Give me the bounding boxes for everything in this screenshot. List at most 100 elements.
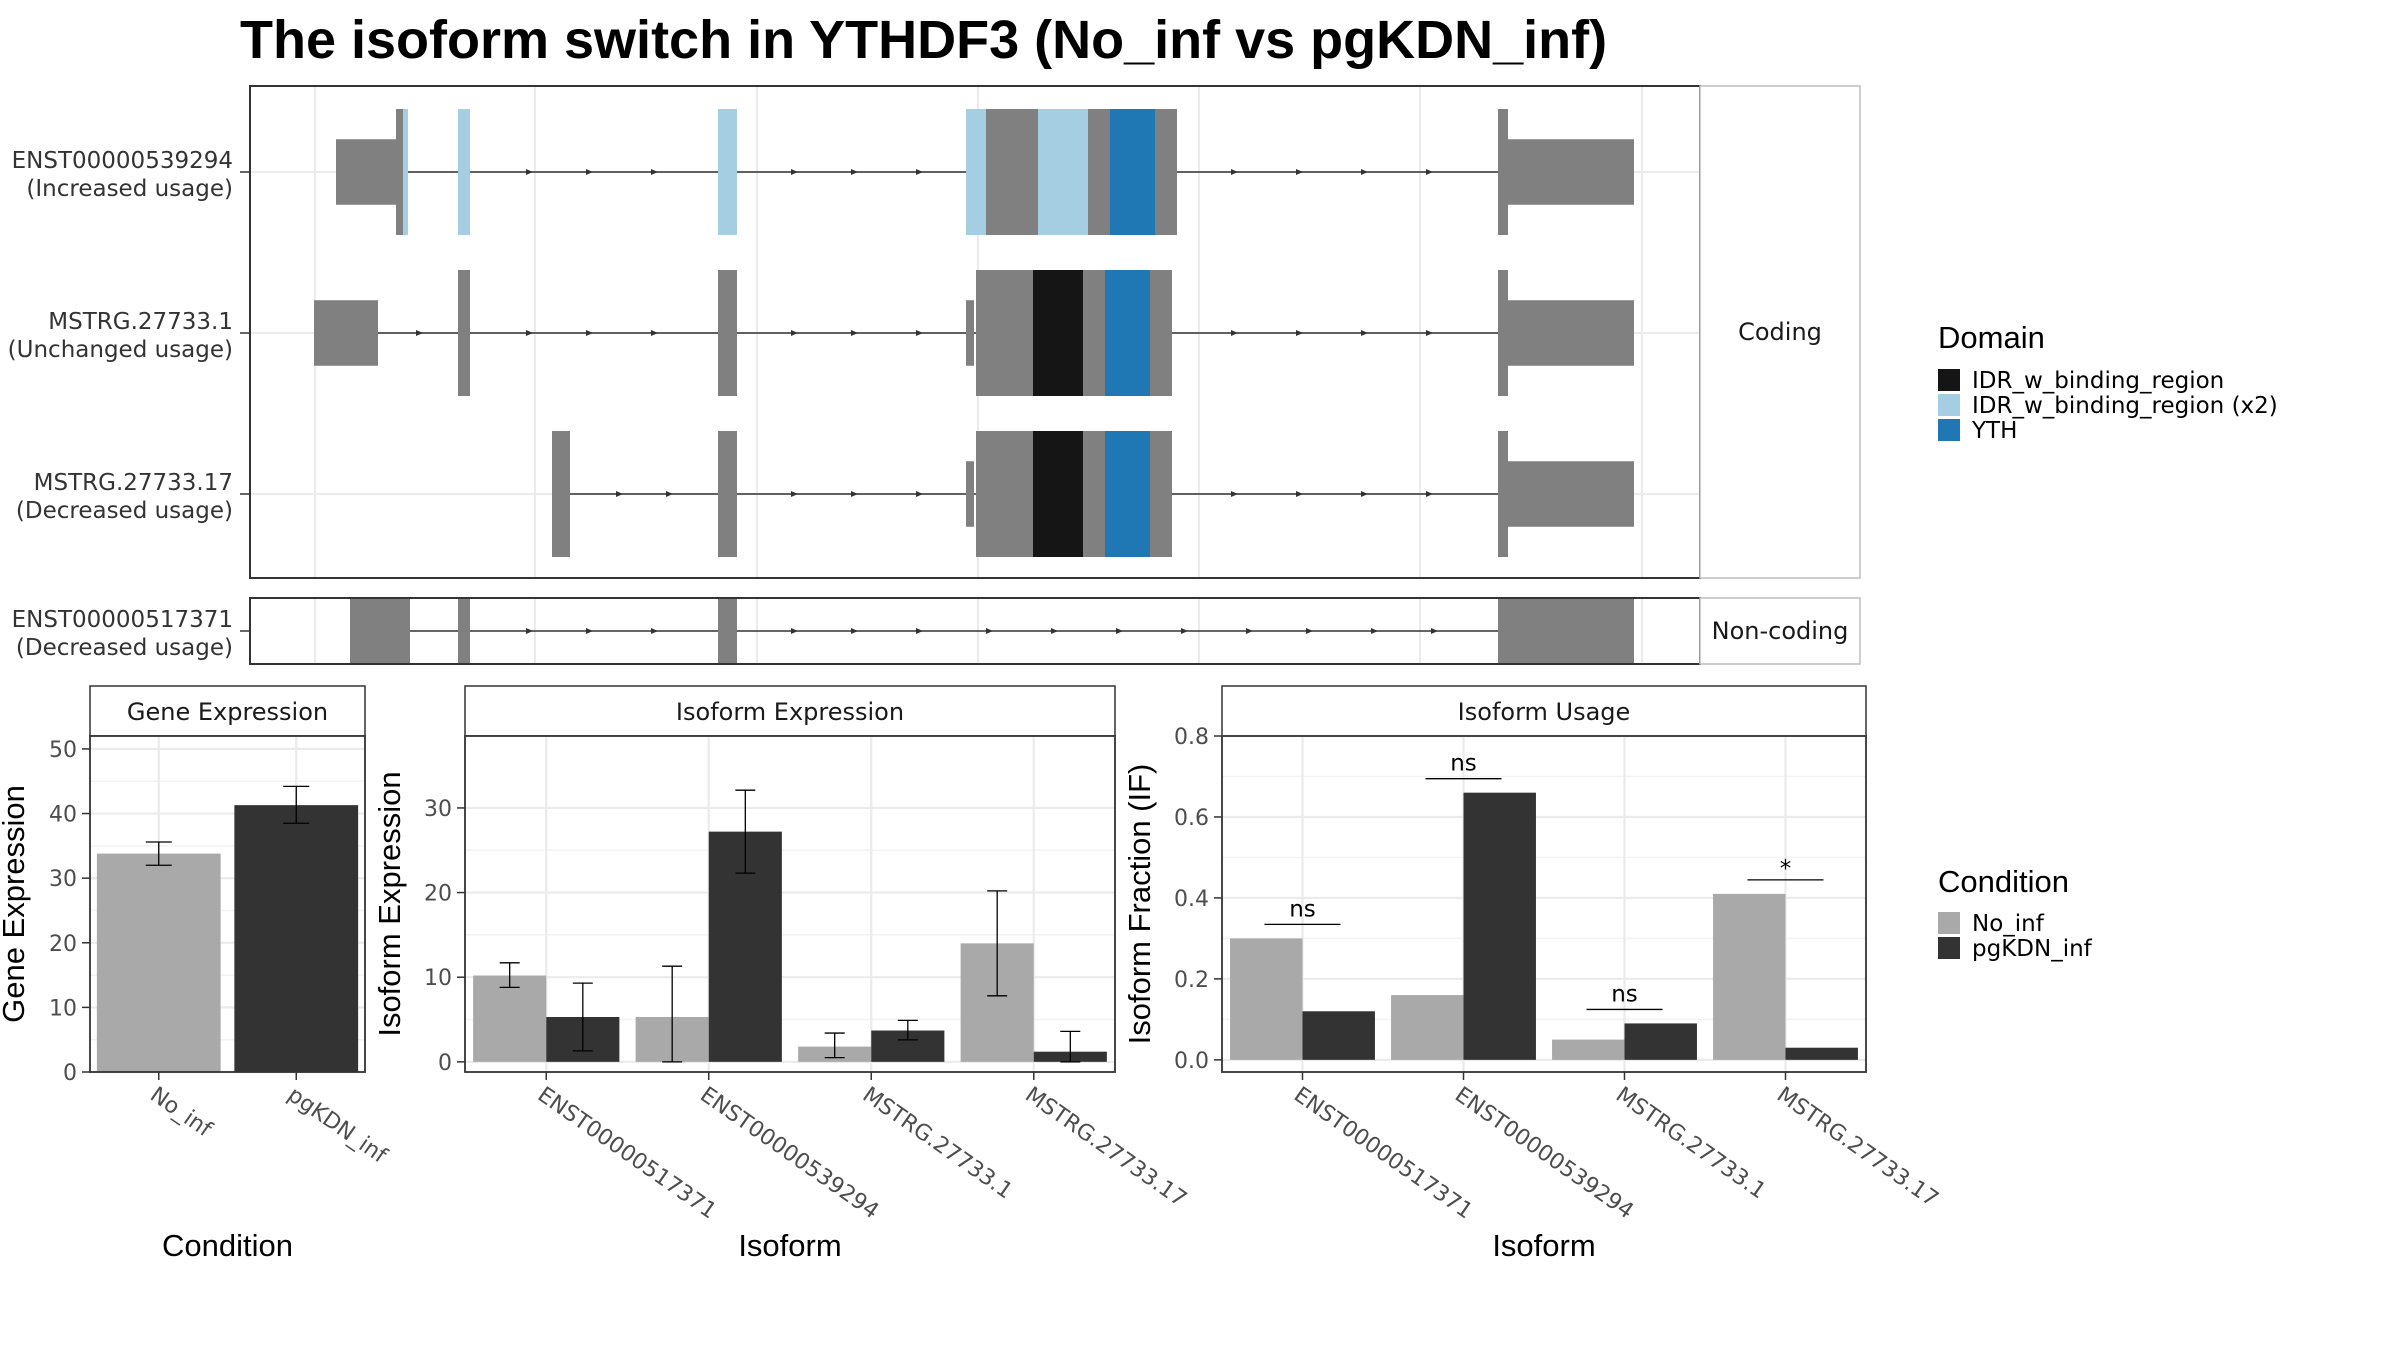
coding-exon [718, 270, 737, 396]
strand-arrow [586, 169, 593, 175]
y-axis-title: Gene Expression [0, 785, 31, 1023]
strand-arrow [1231, 169, 1238, 175]
bar [1391, 995, 1464, 1060]
transcript-model [336, 109, 1634, 235]
domain-legend-label: IDR_w_binding_region [1972, 368, 2224, 394]
bar [473, 975, 547, 1062]
strand-arrow [986, 628, 993, 634]
strand-arrow [1361, 330, 1368, 336]
strand-arrow [1426, 330, 1433, 336]
strand-arrow [1246, 628, 1253, 634]
strand-arrow [651, 330, 658, 336]
y-tick-label: 40 [49, 803, 77, 828]
x-axis-title: Isoform [738, 1228, 841, 1263]
bar [1713, 893, 1786, 1060]
condition-legend-key [1938, 937, 1960, 959]
strand-arrow [791, 491, 798, 497]
coding-strip-label: Coding [1738, 318, 1822, 346]
condition-legend-key [1938, 912, 1960, 934]
panel-title: Isoform Expression [676, 698, 904, 726]
strand-arrow [1306, 628, 1313, 634]
x-tick-label: ENST00000539294 [1450, 1082, 1638, 1224]
condition-legend-title: Condition [1938, 864, 2069, 899]
bar-chart-panels: Gene Expression 0 10 20 30 40 50 No_inf pgKDN_in… [0, 685, 1943, 1263]
strand-arrow [651, 169, 658, 175]
bar-panel: Gene Expression 0 10 20 30 40 50 No_inf pgKDN_in… [0, 685, 392, 1263]
coding-exon [718, 431, 737, 557]
coding-exon [986, 109, 1038, 235]
transcript-id-label: ENST00000517371 [12, 607, 233, 633]
bar [1302, 1011, 1375, 1060]
strand-arrow [1116, 628, 1123, 634]
x-tick-label: MSTRG.27733.1 [858, 1082, 1017, 1204]
y-tick-label: 50 [49, 738, 77, 763]
panel-title: Isoform Usage [1458, 698, 1631, 726]
x-tick-label: ENST00000517371 [1289, 1082, 1477, 1224]
strand-arrow [651, 628, 658, 634]
coding-exon [403, 109, 408, 235]
panel-title-strip [464, 685, 1116, 737]
strand-arrow [1181, 628, 1188, 634]
noncoding-strip [1699, 597, 1861, 665]
x-axis-title: Condition [162, 1228, 293, 1263]
significance-label: ns [1450, 751, 1477, 777]
strand-arrow [1296, 330, 1303, 336]
legends: Domain IDR_w_binding_regionIDR_w_binding_… [1938, 320, 2278, 962]
plot-border [464, 735, 1116, 1073]
condition-legend-label: No_inf [1972, 911, 2045, 937]
y-axis-title: Isoform Fraction (IF) [1122, 764, 1157, 1045]
figure-title: The isoform switch in YTHDF3 (No_inf vs … [240, 10, 1607, 70]
coding-exon [1038, 109, 1088, 235]
strand-arrow [916, 628, 923, 634]
strand-arrow [1426, 491, 1433, 497]
strand-arrow [916, 169, 923, 175]
y-tick-label: 30 [424, 797, 452, 822]
y-tick-label: 0.8 [1174, 725, 1209, 750]
coding-exon [1498, 270, 1508, 396]
coding-exon [1088, 109, 1110, 235]
bar [234, 805, 359, 1072]
x-axis-title: Isoform [1492, 1228, 1595, 1263]
x-tick-label: ENST00000517371 [533, 1082, 721, 1224]
coding-exon [552, 431, 570, 557]
bar [1552, 1039, 1625, 1060]
bar [96, 853, 221, 1072]
y-tick-label: 0.6 [1174, 806, 1209, 831]
coding-exon [1498, 109, 1508, 235]
utr-exon [314, 300, 378, 366]
coding-exon [1150, 431, 1172, 557]
coding-exon [350, 599, 410, 663]
strand-arrow [851, 628, 858, 634]
strand-arrow [1231, 330, 1238, 336]
significance-label: ns [1289, 896, 1316, 922]
transcript-id-label: ENST00000539294 [12, 148, 233, 174]
coding-exon [1498, 431, 1508, 557]
coding-exon [1150, 270, 1172, 396]
strand-arrow [791, 628, 798, 634]
plot-border [1221, 735, 1867, 1073]
coding-exon [1105, 431, 1150, 557]
domain-legend-label: YTH [1971, 418, 2017, 444]
transcript-model [350, 599, 1634, 663]
y-tick-label: 30 [49, 867, 77, 892]
strand-arrow [526, 628, 533, 634]
domain-legend-key [1938, 419, 1960, 441]
coding-exon [718, 599, 737, 663]
y-axis-title: Isoform Expression [372, 771, 407, 1036]
y-tick-label: 0 [63, 1061, 77, 1086]
x-tick-label: MSTRG.27733.17 [1772, 1082, 1943, 1212]
y-tick-label: 10 [424, 966, 452, 991]
strand-arrow [526, 169, 533, 175]
coding-strip [1699, 85, 1861, 579]
bar-panel: Isoform Usage ns ns ns * 0.0 0.2 0.4 0.6 0.8 ENST0… [1122, 685, 1943, 1263]
coding-exon [718, 109, 737, 235]
coding-exon [976, 431, 1033, 557]
coding-exon [458, 270, 470, 396]
coding-exon [1105, 270, 1150, 396]
coding-exon [1155, 109, 1177, 235]
coding-exon [976, 270, 1033, 396]
bar [1785, 1047, 1858, 1060]
transcript-model [552, 431, 1634, 557]
strand-arrow [1426, 169, 1433, 175]
